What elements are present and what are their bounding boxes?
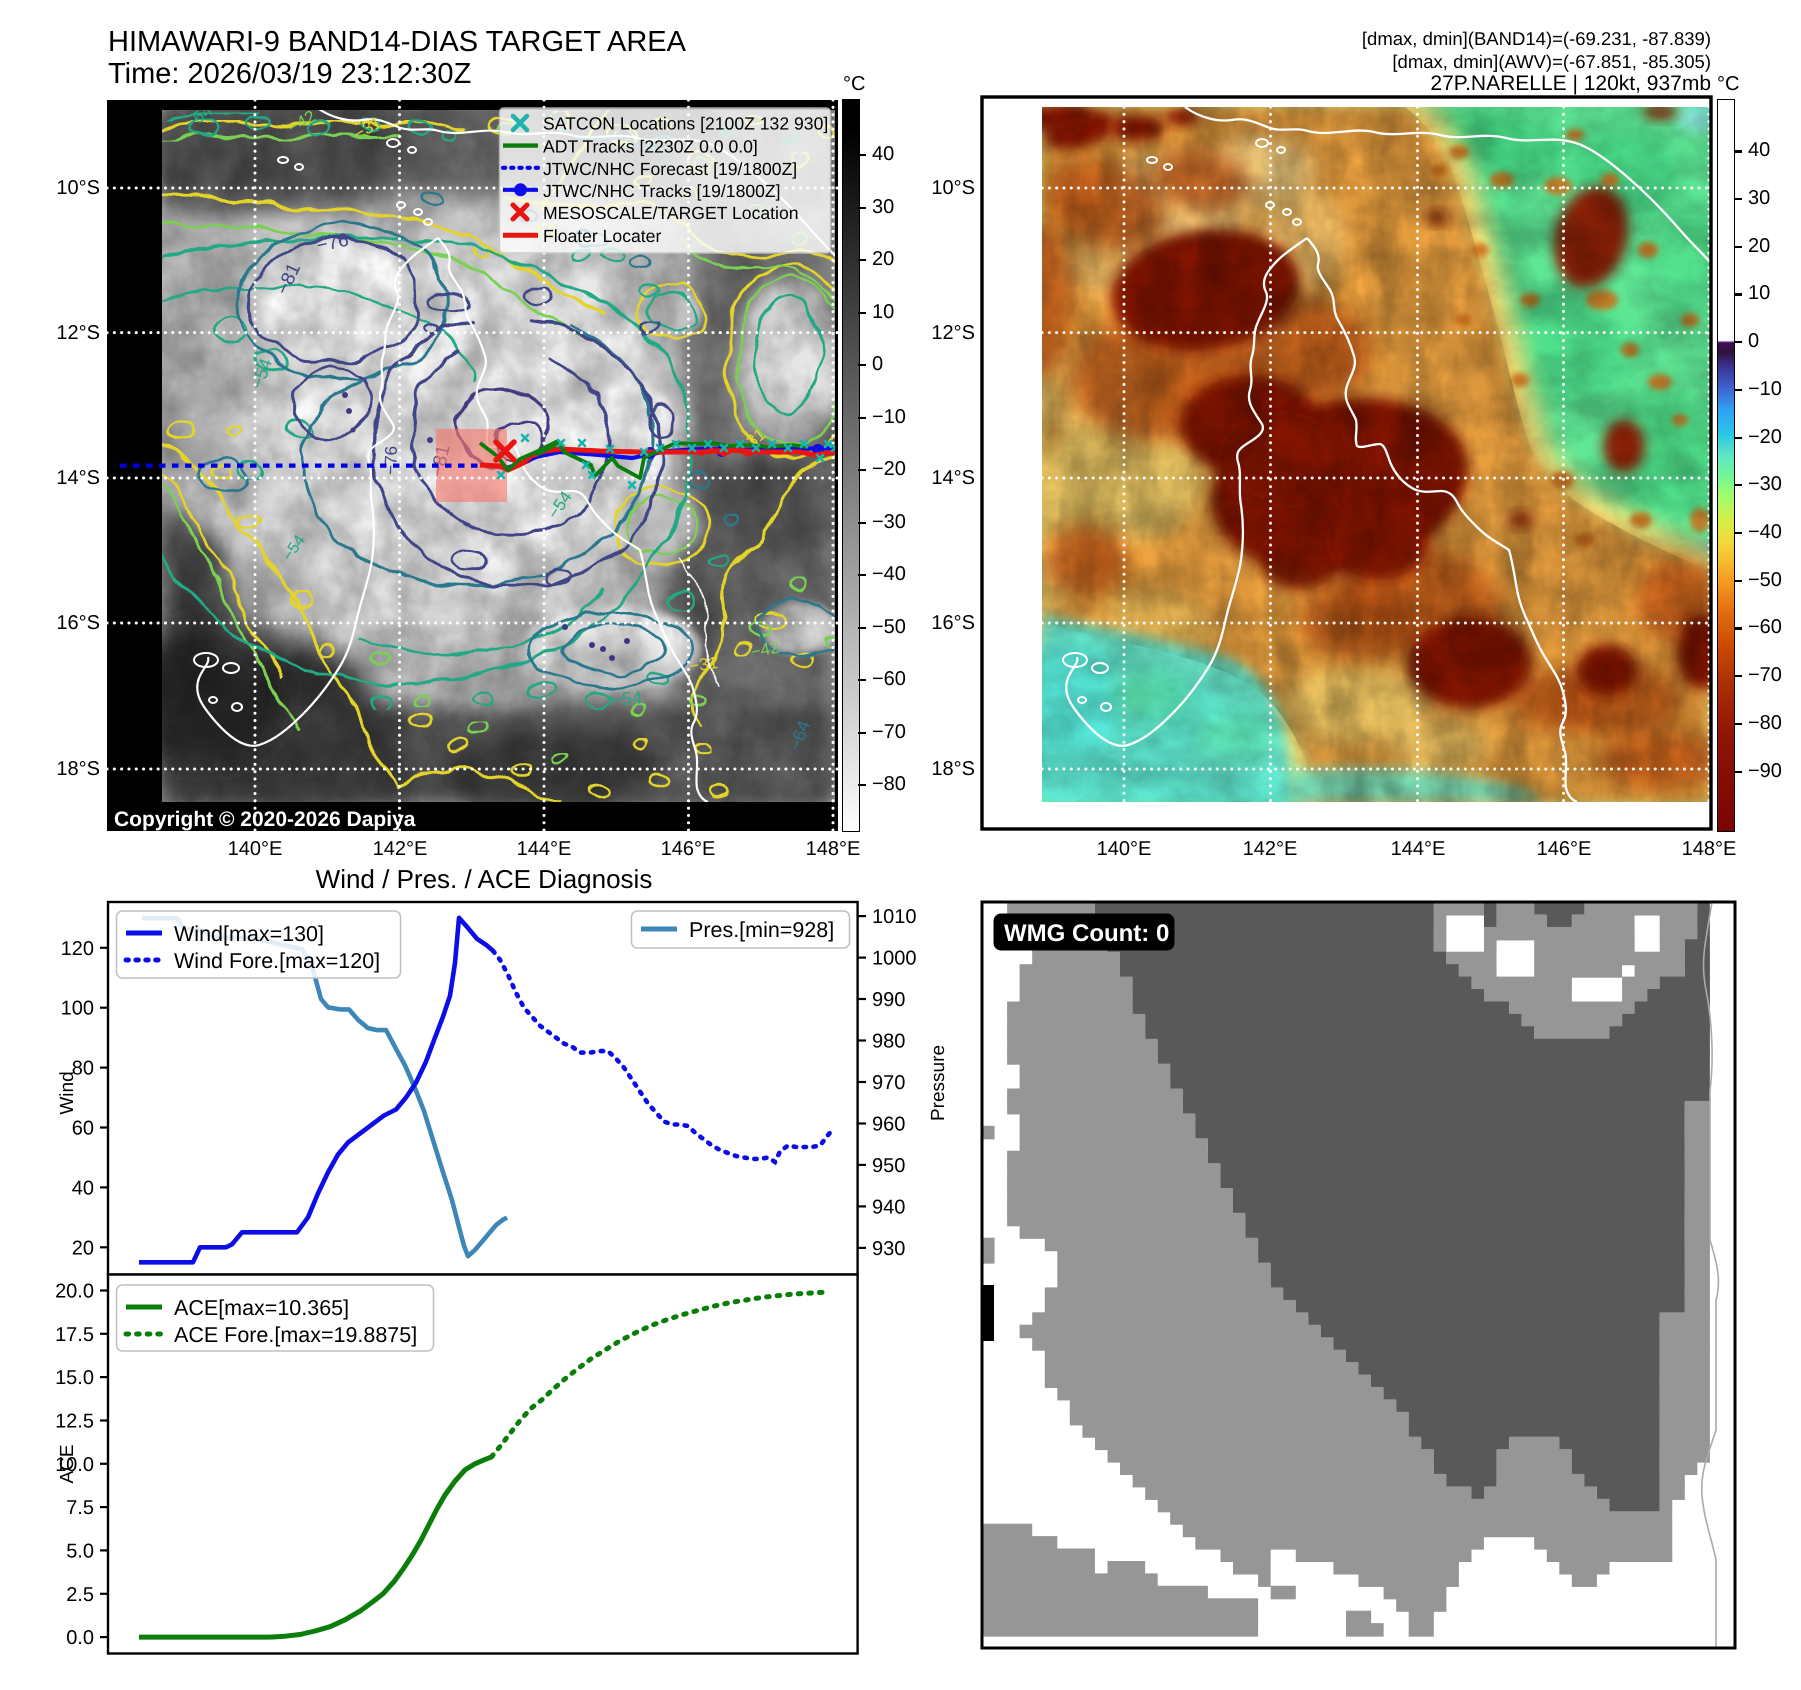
svg-text:ACE[max=10.365]: ACE[max=10.365] xyxy=(174,1296,349,1320)
svg-text:Wind: Wind xyxy=(57,1071,78,1114)
svg-text:950: 950 xyxy=(872,1155,905,1177)
svg-text:960: 960 xyxy=(872,1114,905,1136)
svg-text:WMG Count: 0: WMG Count: 0 xyxy=(1004,920,1169,947)
svg-text:Wind[max=130]: Wind[max=130] xyxy=(174,922,324,946)
svg-text:60: 60 xyxy=(72,1118,94,1140)
svg-text:990: 990 xyxy=(872,989,905,1011)
svg-text:7.5: 7.5 xyxy=(66,1497,94,1519)
svg-text:Pres.[min=928]: Pres.[min=928] xyxy=(689,918,834,942)
svg-text:ACE: ACE xyxy=(57,1444,78,1483)
svg-text:980: 980 xyxy=(872,1031,905,1053)
svg-text:JTWC/NHC Forecast [19/1800Z]: JTWC/NHC Forecast [19/1800Z] xyxy=(543,159,797,179)
svg-text:JTWC/NHC Tracks [19/1800Z]: JTWC/NHC Tracks [19/1800Z] xyxy=(543,181,781,201)
svg-text:ACE Fore.[max=19.8875]: ACE Fore.[max=19.8875] xyxy=(174,1323,417,1347)
svg-text:−54: −54 xyxy=(611,687,643,710)
svg-text:Wind Fore.[max=120]: Wind Fore.[max=120] xyxy=(174,949,380,973)
svg-text:970: 970 xyxy=(872,1072,905,1094)
svg-text:15.0: 15.0 xyxy=(55,1367,94,1389)
svg-text:0.0: 0.0 xyxy=(66,1627,94,1649)
svg-text:20: 20 xyxy=(72,1237,94,1259)
svg-text:12.5: 12.5 xyxy=(55,1411,94,1433)
svg-text:100: 100 xyxy=(61,998,94,1020)
svg-text:120: 120 xyxy=(61,938,94,960)
svg-text:SATCON Locations [2100Z 132 93: SATCON Locations [2100Z 132 930] xyxy=(543,114,828,134)
svg-text:MESOSCALE/TARGET Location: MESOSCALE/TARGET Location xyxy=(543,203,799,223)
svg-text:940: 940 xyxy=(872,1196,905,1218)
svg-text:20.0: 20.0 xyxy=(55,1281,94,1303)
svg-text:5.0: 5.0 xyxy=(66,1540,94,1562)
svg-text:40: 40 xyxy=(72,1177,94,1199)
svg-text:1000: 1000 xyxy=(872,948,917,970)
svg-text:Pressure: Pressure xyxy=(928,1045,949,1121)
svg-text:Floater Locater: Floater Locater xyxy=(543,226,661,246)
svg-text:80: 80 xyxy=(72,1058,94,1080)
svg-text:−31: −31 xyxy=(688,653,719,676)
svg-text:Wind / Pres. / ACE Diagnosis: Wind / Pres. / ACE Diagnosis xyxy=(316,864,653,894)
svg-text:Copyright © 2020-2026 Dapiya: Copyright © 2020-2026 Dapiya xyxy=(114,808,416,831)
svg-text:930: 930 xyxy=(872,1238,905,1260)
svg-text:1010: 1010 xyxy=(872,906,917,928)
svg-text:ADT Tracks [2230Z 0.0 0.0]: ADT Tracks [2230Z 0.0 0.0] xyxy=(543,137,758,157)
svg-text:−76: −76 xyxy=(381,446,401,475)
svg-text:10.0: 10.0 xyxy=(55,1454,94,1476)
svg-text:2.5: 2.5 xyxy=(66,1584,94,1606)
svg-text:17.5: 17.5 xyxy=(55,1324,94,1346)
